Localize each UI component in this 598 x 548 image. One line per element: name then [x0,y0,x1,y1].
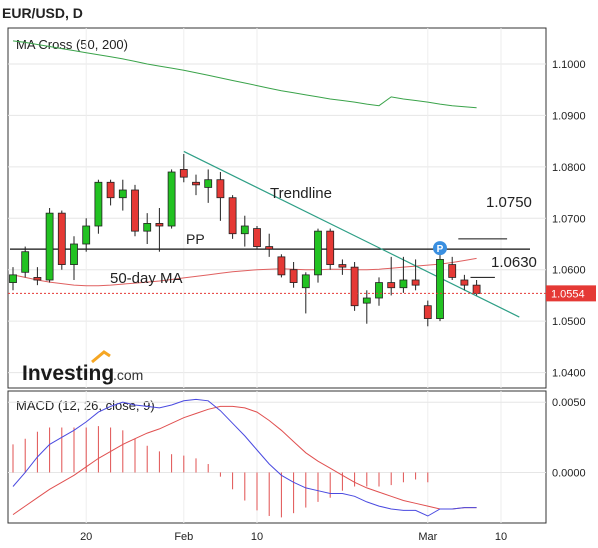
brand-swoosh-icon [91,350,111,364]
candle-body [277,256,286,276]
trendline [183,150,520,318]
candle-body [179,169,188,178]
candle-body [338,264,347,268]
time-tick-label: 10 [251,531,263,543]
price-tick-label: 1.0700 [552,213,586,225]
candles [9,154,481,327]
macd-axis: 0.0050 0.0000 [552,397,586,479]
candle-body [472,284,481,294]
brand-logo: Investing .com [22,350,143,385]
brand-suffix: .com [113,367,143,383]
pivot-label: PP [186,231,205,247]
candle-body [350,266,359,307]
candle-body [289,269,298,283]
time-tick-label: Mar [418,531,437,543]
signal-line [12,405,477,516]
candle-body [265,246,274,250]
price-tick-label: 1.1000 [552,59,586,71]
candle-body [387,282,396,289]
ma-cross-label: MA Cross (50, 200) [16,37,128,52]
candle-body [106,181,115,199]
candle-body [143,223,152,232]
candle-body [9,274,17,283]
ma200-line [12,40,477,109]
target-2-label: 1.0630 [491,254,537,271]
candle-body [326,230,335,265]
candle-body [253,228,261,247]
candle-body [94,181,103,227]
candle-body [423,305,432,319]
candle-body [362,297,371,304]
moving-averages [12,40,477,287]
candle-body [204,179,213,188]
last-price-badge [546,285,596,302]
candle-body [448,264,457,278]
candle-body [57,212,66,265]
candle-body [314,230,322,276]
price-tick-label: 1.0500 [552,316,586,328]
chart-title: EUR/USD, D [2,5,83,21]
ma50-line [12,257,477,287]
price-axis: 1.1000 1.0900 1.0800 1.0700 1.0600 1.0500 1.04… [552,59,586,380]
price-tick-label: 1.0800 [552,162,586,174]
brand-name: Investing [22,362,114,385]
candle-body [70,243,78,265]
time-axis: 20 Feb 10 Mar 10 [80,531,507,543]
macd-label: MACD (12, 26, close, 9) [16,398,155,413]
candle-body [399,279,408,289]
candle-body [240,225,249,235]
last-price: 1.0554 [8,285,596,302]
candle-body [375,282,383,299]
trendline-group: Trendline [183,150,520,318]
candle-body [436,259,444,319]
pivot-marker-icon [433,241,447,256]
candle-body [118,189,127,199]
candle-body [192,181,200,186]
candle-body [167,171,176,227]
last-price-label: 1.0554 [551,288,585,300]
candle-body [460,279,469,286]
candle-body [82,225,91,245]
time-tick-label: 20 [80,531,92,543]
candle-body [155,223,164,227]
candle-body [45,212,54,281]
time-tick-label: 10 [495,531,507,543]
price-tick-label: 1.0400 [552,368,586,380]
candle-body [21,251,30,273]
candle-body [301,274,310,289]
macd-panel[interactable]: MACD (12, 26, close, 9) 0.0050 0.0000 [7,390,586,524]
macd-line [12,398,477,517]
price-tick-label: 1.0600 [552,265,586,277]
candle-body [131,189,139,232]
annotations: 1.0750 1.0630 50-day MA P [110,194,537,287]
trendline-label: Trendline [270,185,332,202]
macd-lines [12,398,477,517]
price-panel[interactable]: MA Cross (50, 200) 1.1000 1.0900 1.0800 1.0… [7,27,596,389]
ma50-label: 50-day MA [110,270,183,287]
candle-body [411,279,420,286]
price-gridlines [8,28,546,388]
pivot-marker-label: P [437,244,444,255]
macd-tick-label: 0.0000 [552,467,586,479]
macd-histogram [12,426,429,518]
time-tick-label: Feb [174,531,193,543]
candle-body [33,277,42,281]
price-panel-frame [7,27,547,389]
macd-tick-label: 0.0050 [552,397,586,409]
price-tick-label: 1.0900 [552,110,586,122]
candle-body [216,179,225,199]
target-1-label: 1.0750 [486,194,532,211]
candle-body [228,197,237,235]
